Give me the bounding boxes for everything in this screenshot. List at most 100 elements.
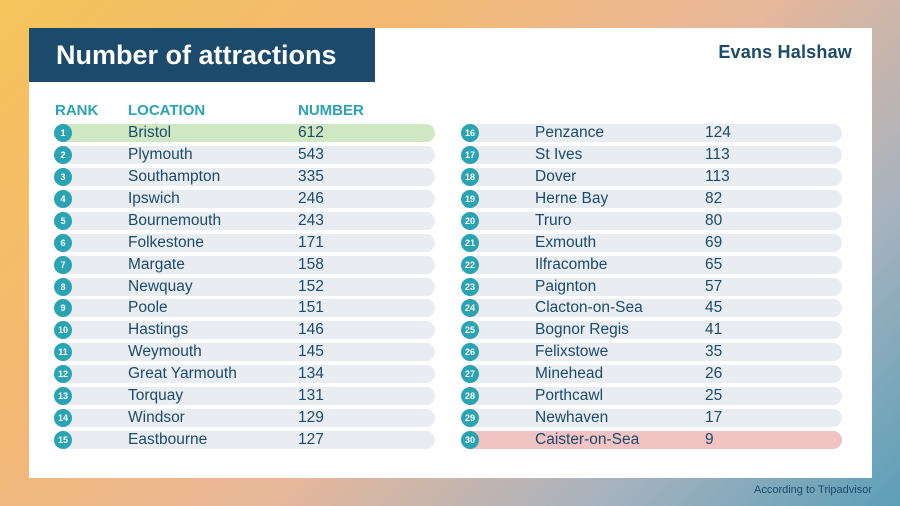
location-cell: Folkestone [128,233,204,251]
rank-badge: 3 [54,167,72,186]
table-row: 27 Minehead 26 [461,365,842,384]
number-cell: 612 [298,124,324,141]
location-cell: Felixstowe [535,343,609,361]
table-row: 5 Bournemouth 243 [54,211,435,230]
rank-badge: 9 [54,299,72,318]
number-cell: 25 [705,387,723,405]
rank-badge: 18 [461,167,479,186]
table-row: 1 Bristol 612 [54,124,435,142]
location-cell: Paignton [535,277,597,295]
number-cell: 145 [298,343,324,361]
rank-badge: 25 [461,321,479,340]
table-row: 23 Paignton 57 [461,277,842,296]
rank-badge: 17 [461,145,479,164]
table-row: 21 Exmouth 69 [461,233,842,252]
location-cell: Margate [128,255,185,273]
location-cell: Ilfracombe [535,255,608,273]
table-row: 15 Eastbourne 127 [54,431,435,450]
rank-badge: 5 [54,211,72,230]
number-cell: 243 [298,211,324,229]
table-row: 10 Hastings 146 [54,321,435,340]
location-cell: Newquay [128,277,193,295]
number-cell: 65 [705,255,723,273]
rank-badge: 27 [461,365,479,384]
location-cell: Great Yarmouth [128,365,237,383]
rank-badge: 22 [461,255,479,274]
number-cell: 335 [298,167,324,185]
number-cell: 152 [298,277,324,295]
table-row: 11 Weymouth 145 [54,343,435,362]
rank-badge: 30 [461,431,479,450]
header-rank: RANK [55,102,99,119]
table-row: 9 Poole 151 [54,299,435,318]
number-cell: 113 [705,167,730,185]
table-row: 28 Porthcawl 25 [461,387,842,406]
table-row: 4 Ipswich 246 [54,189,435,208]
number-cell: 80 [705,211,723,229]
rank-badge: 29 [461,409,479,428]
rank-badge: 2 [54,145,72,164]
location-cell: Bognor Regis [535,321,629,339]
location-cell: Clacton-on-Sea [535,299,643,317]
table-row: 6 Folkestone 171 [54,233,435,252]
rank-badge: 28 [461,387,479,406]
number-cell: 146 [298,321,324,339]
table-row: 14 Windsor 129 [54,409,435,428]
rank-badge: 19 [461,189,479,208]
rank-badge: 4 [54,189,72,208]
location-cell: Dover [535,167,577,185]
rank-badge: 1 [54,124,72,142]
number-cell: 543 [298,145,324,163]
location-cell: Weymouth [128,343,202,361]
rank-badge: 16 [461,124,479,142]
number-cell: 45 [705,299,723,317]
number-cell: 26 [705,365,723,383]
number-cell: 129 [298,409,324,427]
rank-badge: 8 [54,277,72,296]
rank-badge: 7 [54,255,72,274]
table-row: 3 Southampton 335 [54,167,435,186]
location-cell: Exmouth [535,233,597,251]
rank-badge: 24 [461,299,479,318]
location-cell: Bristol [128,124,172,141]
location-cell: Windsor [128,409,185,427]
table-row: 26 Felixstowe 35 [461,343,842,362]
table-row: 29 Newhaven 17 [461,409,842,428]
table-row: 16 Penzance 124 [461,124,842,142]
rank-badge: 11 [54,343,72,362]
number-cell: 41 [705,321,723,339]
location-cell: Penzance [535,124,604,141]
number-cell: 113 [705,145,730,163]
number-cell: 134 [298,365,324,383]
location-cell: Plymouth [128,145,193,163]
location-cell: Ipswich [128,189,180,207]
number-cell: 131 [298,387,324,405]
rank-badge: 15 [54,431,72,450]
table-row: 17 St Ives 113 [461,145,842,164]
number-cell: 246 [298,189,324,207]
rank-badge: 10 [54,321,72,340]
brand-logo: Evans Halshaw [718,42,852,62]
location-cell: Torquay [128,387,184,405]
table-row: 18 Dover 113 [461,167,842,186]
table-row: 13 Torquay 131 [54,387,435,406]
location-cell: Truro [535,211,572,229]
table-row: 22 Ilfracombe 65 [461,255,842,274]
number-cell: 35 [705,343,723,361]
number-cell: 158 [298,255,324,273]
table-row: 2 Plymouth 543 [54,145,435,164]
location-cell: Hastings [128,321,189,339]
table-row: 8 Newquay 152 [54,277,435,296]
location-cell: Caister-on-Sea [535,431,640,449]
location-cell: Minehead [535,365,604,383]
table-row: 25 Bognor Regis 41 [461,321,842,340]
rank-badge: 6 [54,233,72,252]
number-cell: 57 [705,277,723,295]
number-cell: 69 [705,233,723,251]
location-cell: Newhaven [535,409,609,427]
header-number: NUMBER [298,102,364,119]
table-row: 12 Great Yarmouth 134 [54,365,435,384]
rank-badge: 26 [461,343,479,362]
rank-badge: 23 [461,277,479,296]
number-cell: 82 [705,189,723,207]
